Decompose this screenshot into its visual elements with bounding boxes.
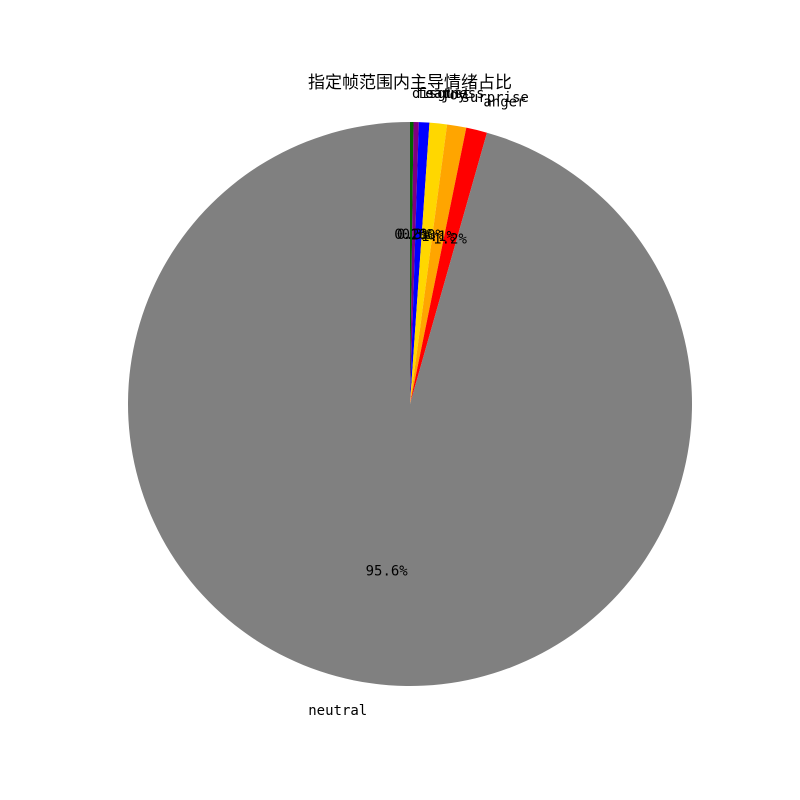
pie-slices	[127, 122, 692, 686]
slice-percent-anger: 1.2%	[433, 232, 467, 248]
pie-percent-labels: 0.2%0.3%0.6%1.0%1.1%1.2% 95.6%	[366, 227, 468, 580]
slice-percent-disgust: 0.2%	[394, 227, 428, 243]
pie-slice-sadness	[410, 122, 430, 404]
pie-slice-anger	[410, 127, 487, 404]
slice-label-neutral: neutral	[308, 703, 367, 719]
slice-label-sadness: sadness	[426, 86, 485, 102]
slice-percent-surprise: 1.1%	[421, 229, 455, 245]
chart-title: 指定帧范围内主导情绪占比	[308, 73, 512, 93]
slice-label-anger: anger	[483, 95, 525, 111]
slice-label-surprise: surprise	[461, 90, 528, 106]
pie-slice-neutral	[127, 122, 692, 686]
slice-percent-fear: 0.3%	[397, 227, 431, 243]
pie-slice-disgust	[410, 122, 414, 404]
slice-label-disgust: disgust	[412, 86, 471, 102]
slice-percent-sadness: 0.6%	[402, 227, 436, 243]
slice-label-fear: fear	[417, 86, 451, 102]
slice-percent-joy: 1.0%	[410, 228, 444, 244]
slice-percent-neutral: 95.6%	[366, 564, 409, 580]
pie-slice-surprise	[410, 124, 467, 405]
pie-slice-fear	[410, 122, 419, 404]
slice-label-joy: joy	[441, 87, 466, 103]
pie-slice-joy	[410, 122, 448, 404]
